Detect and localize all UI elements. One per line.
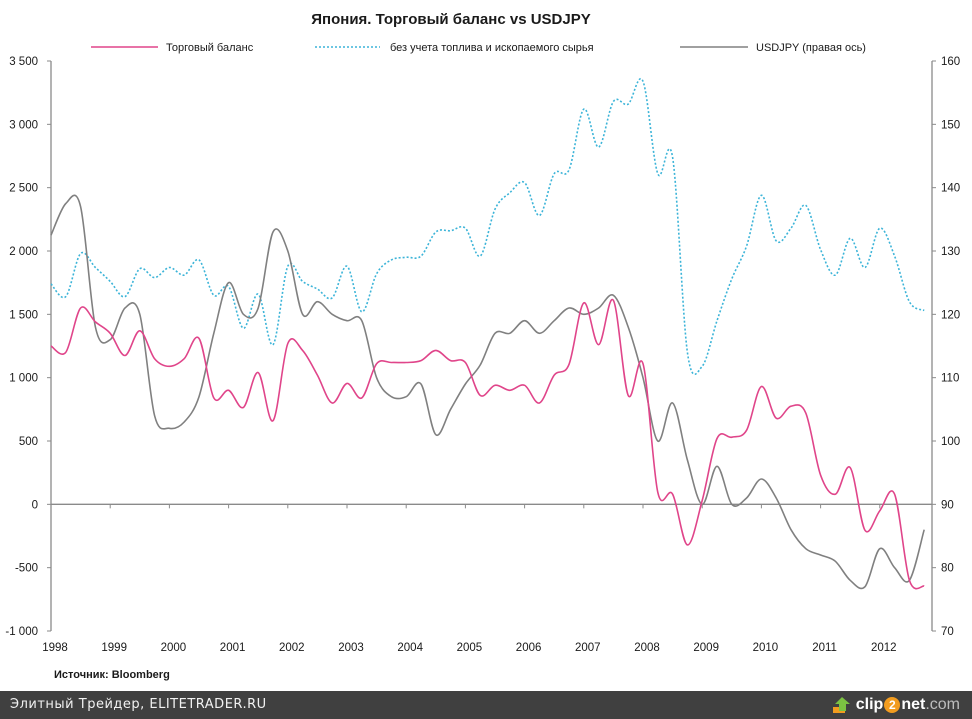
right-tick-label: 150 bbox=[941, 119, 960, 131]
axes: -1 000 -500 0 500 1 000 1 500 2 000 2 500 3 000 3… bbox=[5, 56, 960, 654]
x-tick-label: 2001 bbox=[220, 642, 246, 654]
x-tick-label: 2010 bbox=[753, 642, 779, 654]
x-tick-label: 2012 bbox=[871, 642, 897, 654]
x-tick-label: 2002 bbox=[279, 642, 305, 654]
left-tick-label: 2 000 bbox=[9, 246, 38, 258]
logo-text-net: net bbox=[901, 696, 926, 713]
legend-label-trade-balance: Торговый баланс bbox=[166, 42, 254, 54]
footer-site-text: Элитный Трейдер, ELITETRADER.RU bbox=[10, 697, 267, 712]
right-tick-label: 110 bbox=[941, 373, 959, 385]
left-tick-label: -500 bbox=[15, 563, 38, 575]
chart-title: Япония. Торговый баланс vs USDJPY bbox=[311, 11, 590, 28]
x-tick-label: 1999 bbox=[101, 642, 127, 654]
upload-arrow-icon bbox=[832, 697, 850, 713]
footer-bar: Элитный Трейдер, ELITETRADER.RU clip 2 n… bbox=[0, 691, 972, 719]
logo-text-two: 2 bbox=[884, 697, 901, 713]
right-tick-label: 90 bbox=[941, 499, 954, 511]
x-tick-label: 2004 bbox=[397, 642, 423, 654]
left-tick-label: 2 500 bbox=[9, 183, 38, 195]
left-tick-label: 1 500 bbox=[9, 309, 38, 321]
series-trade-balance-line bbox=[50, 298, 925, 590]
x-tick-label: 2007 bbox=[575, 642, 601, 654]
left-tick-label: 3 000 bbox=[9, 119, 38, 131]
legend-label-ex-fuel: без учета топлива и ископаемого сырья bbox=[390, 42, 594, 54]
right-tick-label: 120 bbox=[941, 309, 960, 321]
series-usdjpy-line bbox=[50, 194, 925, 590]
right-tick-label: 130 bbox=[941, 246, 960, 258]
right-tick-label: 100 bbox=[941, 436, 960, 448]
right-tick-label: 140 bbox=[941, 183, 960, 195]
x-tick-label: 2009 bbox=[693, 642, 719, 654]
x-tick-label: 2000 bbox=[161, 642, 187, 654]
left-tick-label: -1 000 bbox=[5, 626, 38, 638]
right-tick-label: 70 bbox=[941, 626, 954, 638]
clip2net-logo[interactable]: clip 2 net .com bbox=[832, 695, 960, 715]
legend-label-usdjpy: USDJPY (правая ось) bbox=[756, 42, 866, 54]
left-tick-label: 1 000 bbox=[9, 373, 38, 385]
chart: Япония. Торговый баланс vs USDJPY Торгов… bbox=[5, 11, 960, 681]
x-tick-label: 2003 bbox=[338, 642, 364, 654]
x-tick-label: 1998 bbox=[42, 642, 68, 654]
left-tick-label: 3 500 bbox=[9, 56, 38, 68]
x-tick-label: 2006 bbox=[516, 642, 542, 654]
series-layer bbox=[50, 78, 925, 590]
source-note: Источник: Bloomberg bbox=[54, 669, 170, 681]
left-tick-label: 0 bbox=[32, 499, 38, 511]
x-tick-label: 2008 bbox=[634, 642, 660, 654]
x-tick-label: 2005 bbox=[457, 642, 483, 654]
x-tick-label: 2011 bbox=[812, 642, 837, 654]
left-tick-label: 500 bbox=[19, 436, 38, 448]
series-ex-fuel-line bbox=[50, 78, 925, 376]
legend: Торговый баланс без учета топлива и иско… bbox=[91, 42, 866, 54]
logo-text-com: .com bbox=[925, 696, 960, 713]
right-tick-label: 80 bbox=[941, 563, 954, 575]
logo-text-clip: clip bbox=[855, 696, 884, 713]
right-tick-label: 160 bbox=[941, 56, 960, 68]
